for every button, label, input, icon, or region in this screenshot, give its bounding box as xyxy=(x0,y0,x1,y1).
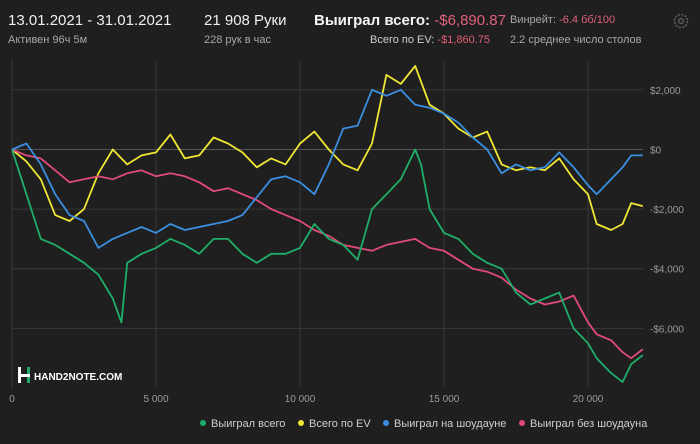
won-total: Выиграл всего: -$6,890.87 xyxy=(314,12,506,29)
series-lines xyxy=(11,65,644,383)
grid xyxy=(11,60,643,388)
legend: Выиграл всего Всего по EV Выиграл на шоуда… xyxy=(0,418,700,434)
legend-item[interactable]: Всего по EV xyxy=(298,418,371,430)
winrate-value: -6.4 бб/100 xyxy=(559,14,616,26)
legend-item[interactable]: Выиграл без шоудауна xyxy=(519,418,647,430)
x-tick-label: 0 xyxy=(9,394,15,405)
hands-count: 21 908 Руки xyxy=(204,12,287,29)
legend-dot-icon xyxy=(383,420,389,427)
winrate-label: Винрейт: xyxy=(510,14,557,26)
y-tick-label: $0 xyxy=(650,145,662,156)
axis-ticks: $2,000 $0 -$2,000 -$4,000 -$6,000 0 5 000 10 00… xyxy=(9,86,684,405)
active-time: Активен 96ч 5м xyxy=(8,34,88,46)
ev-total-value: -$1,860.75 xyxy=(437,34,491,46)
series-line-3 xyxy=(11,148,644,360)
x-tick-label: 10 000 xyxy=(285,394,316,405)
legend-label: Выиграл без шоудауна xyxy=(530,418,648,430)
y-tick-label: -$4,000 xyxy=(650,265,684,276)
chart: HAND2NOTE.COM $2,000 $0 -$2,000 -$4,000 -$6,… xyxy=(9,60,684,405)
y-tick-label: $2,000 xyxy=(650,86,681,97)
x-tick-label: 15 000 xyxy=(429,394,460,405)
hand2note-logo-icon xyxy=(18,367,30,383)
avg-tables: 2.2 среднее число столов xyxy=(510,34,642,46)
series-line-0 xyxy=(11,148,644,383)
watermark-text: HAND2NOTE.COM xyxy=(34,372,122,383)
x-tick-label: 5 000 xyxy=(143,394,168,405)
y-tick-label: -$2,000 xyxy=(650,205,684,216)
winrate: Винрейт: -6.4 бб/100 xyxy=(510,14,615,26)
hands-per-hour: 228 рук в час xyxy=(204,34,272,46)
legend-label: Всего по EV xyxy=(309,418,371,430)
y-tick-label: -$6,000 xyxy=(650,324,684,335)
won-total-value: -$6,890.87 xyxy=(434,12,506,29)
watermark: HAND2NOTE.COM xyxy=(18,367,122,383)
legend-dot-icon xyxy=(519,420,525,427)
legend-item[interactable]: Выиграл на шоудауне xyxy=(383,418,506,430)
legend-label: Выиграл на шоудауне xyxy=(394,418,507,430)
legend-dot-icon xyxy=(200,420,206,427)
gear-icon[interactable] xyxy=(672,12,690,30)
legend-label: Выиграл всего xyxy=(211,418,286,430)
date-range: 13.01.2021 - 31.01.2021 xyxy=(8,12,172,29)
legend-dot-icon xyxy=(298,420,304,427)
won-total-label: Выиграл всего: xyxy=(314,12,431,29)
series-line-2 xyxy=(11,88,643,249)
series-line-1 xyxy=(11,65,644,231)
x-tick-label: 20 000 xyxy=(573,394,604,405)
ev-total-label: Всего по EV: xyxy=(370,34,435,46)
legend-item[interactable]: Выиграл всего xyxy=(200,418,285,430)
ev-total: Всего по EV: -$1,860.75 xyxy=(370,34,490,46)
